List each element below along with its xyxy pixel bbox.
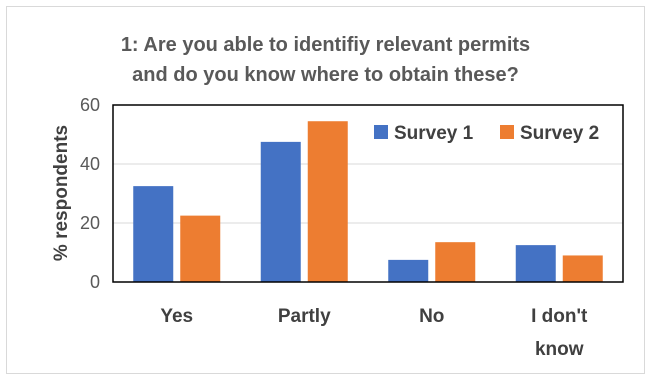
y-axis-ticks: 0 20 40 60 [80,95,100,292]
bar-survey-1 [260,141,301,282]
chart-title-line-2: and do you know where to obtain these? [132,64,519,86]
y-axis-label: % respondents [51,125,72,261]
legend-label: Survey 1 [394,123,474,144]
y-tick-label: 60 [80,95,100,115]
bar-survey-1 [388,259,429,282]
y-tick-label: 40 [80,154,100,174]
legend-swatch [374,125,388,139]
y-tick-label: 20 [80,213,100,233]
y-tick-label: 0 [90,272,100,292]
legend: Survey 1 Survey 2 [374,123,599,144]
bar-survey-2 [180,215,221,282]
bar-survey-1 [133,186,174,282]
legend-label: Survey 2 [520,123,599,144]
bars [133,121,603,282]
bar-survey-2 [307,121,348,282]
bar-survey-2 [562,255,603,282]
x-category-label: Partly [278,306,331,327]
x-category-label: No [419,306,444,327]
x-category-label: Yes [160,306,193,327]
x-axis-labels: Yes Partly No I don't know [160,306,588,360]
x-category-label: know [535,339,584,360]
chart-title-line-1: 1: Are you able to identifiy relevant pe… [120,34,531,56]
bar-survey-2 [435,242,476,282]
gridlines [113,163,623,224]
plot-area-border [112,104,624,283]
chart-title: 1: Are you able to identifiy relevant pe… [0,30,651,90]
x-category-label: I don't [531,306,588,327]
bar-survey-1 [515,245,556,282]
legend-swatch [500,125,514,139]
